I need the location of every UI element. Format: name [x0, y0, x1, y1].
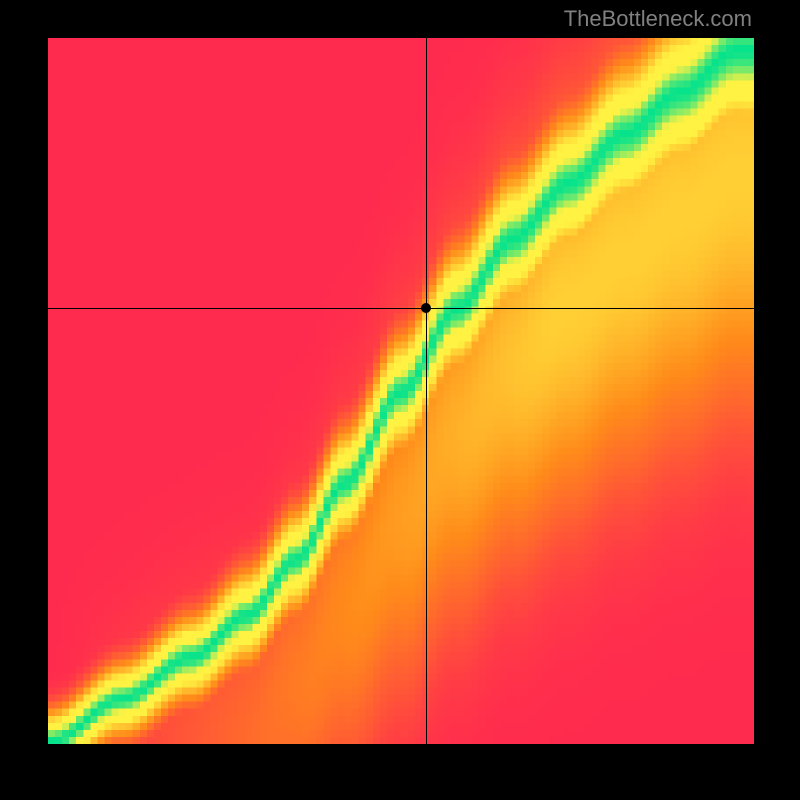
- watermark-text: TheBottleneck.com: [564, 6, 752, 32]
- crosshair-vertical: [426, 38, 427, 744]
- crosshair-horizontal: [48, 308, 754, 309]
- bottleneck-heatmap: [48, 38, 754, 744]
- heatmap-canvas: [48, 38, 754, 744]
- selection-marker: [421, 303, 431, 313]
